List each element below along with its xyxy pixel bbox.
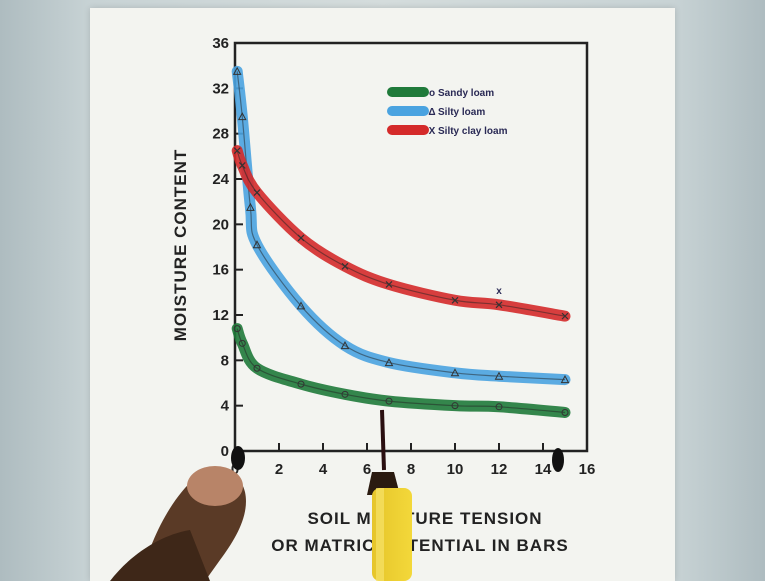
- series-point: [232, 66, 242, 75]
- pen-mark-left: [231, 446, 245, 470]
- series-point: [561, 312, 569, 320]
- series-point: [341, 390, 349, 398]
- y-tick-label: 24: [212, 171, 229, 188]
- series-point: [233, 325, 241, 333]
- series-point: [297, 380, 305, 388]
- series-point: [297, 234, 305, 242]
- y-tick-label: 4: [221, 398, 230, 415]
- x-axis-title-line1: SOIL MOISTURE TENSION: [307, 509, 542, 528]
- series-point: [238, 339, 246, 347]
- y-tick-label: 12: [212, 307, 229, 324]
- series-point: [253, 364, 261, 372]
- outlier-marker: x: [496, 286, 502, 297]
- y-tick-label: 8: [221, 352, 229, 369]
- series-layer: x: [231, 65, 571, 418]
- series-point: [296, 301, 306, 310]
- y-tick-label: 28: [212, 126, 229, 143]
- series-point: [561, 408, 569, 416]
- legend-label: Silty clay loam: [438, 126, 508, 137]
- x-tick-label: 16: [579, 461, 596, 478]
- legend-marker: X: [429, 126, 436, 137]
- series-point: [450, 368, 460, 377]
- x-tick-label: 14: [535, 461, 552, 478]
- series-point: [451, 296, 459, 304]
- legend-marker: Δ: [428, 107, 435, 118]
- series-point: [495, 301, 503, 309]
- series-point: [451, 402, 459, 410]
- y-axis-ticks: 0 4 8 12 16 20 24 28 32 36: [212, 35, 243, 460]
- series-point: [385, 397, 393, 405]
- x-axis-title-line2: OR MATRIC POTENTIAL IN BARS: [271, 536, 568, 555]
- series-point: [238, 161, 246, 169]
- y-tick-label: 36: [212, 35, 229, 52]
- x-tick-label: 6: [363, 461, 371, 478]
- legend-label: Silty loam: [438, 107, 485, 118]
- series-point: [253, 189, 261, 197]
- marker-pen: [367, 409, 412, 581]
- x-tick-label: 8: [407, 461, 415, 478]
- plot-frame: [233, 41, 589, 453]
- series-pencil-line-0: [236, 328, 566, 414]
- series-point: [495, 403, 503, 411]
- series-point: [560, 375, 570, 384]
- y-tick-label: 20: [212, 216, 229, 233]
- y-tick-label: 0: [221, 443, 229, 460]
- series-point: [233, 147, 241, 155]
- series-point: [237, 112, 247, 121]
- pen-mark-right: [552, 448, 564, 472]
- legend-marker: o: [429, 88, 435, 99]
- x-tick-label: 0: [231, 461, 239, 478]
- x-tick-label: 12: [491, 461, 508, 478]
- x-tick-label: 2: [275, 461, 283, 478]
- y-axis-title: MOISTURE CONTENT: [171, 149, 190, 342]
- series-point: [252, 240, 262, 249]
- series-point: [341, 262, 349, 270]
- series-point: [384, 358, 394, 367]
- x-tick-label: 10: [447, 461, 464, 478]
- x-tick-label: 4: [319, 461, 328, 478]
- series-point: [494, 371, 504, 380]
- series-point: [246, 202, 255, 211]
- legend-label: Sandy loam: [438, 88, 494, 99]
- series-point: [385, 280, 393, 288]
- x-axis-ticks: 0 2 4 6 8 10 12 14 16: [231, 443, 596, 478]
- finger: [110, 466, 246, 581]
- y-tick-label: 16: [212, 262, 229, 279]
- y-tick-label: 32: [212, 80, 229, 97]
- series-point: [340, 341, 350, 350]
